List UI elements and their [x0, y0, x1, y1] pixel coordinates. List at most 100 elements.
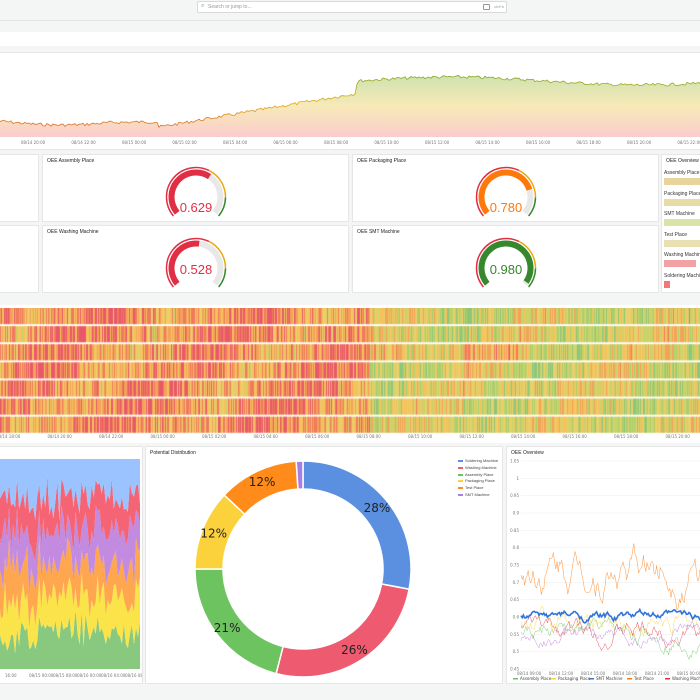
timeline-area	[0, 75, 700, 137]
legend-label: Soldering Machine	[465, 458, 499, 463]
gauge-washing	[165, 237, 227, 288]
line-legend-label: Test Place	[633, 676, 654, 681]
pie-title: Potential Distribution	[150, 450, 196, 456]
legend-swatch	[458, 487, 463, 490]
heatmap-tick-label: 08/15 12:00	[459, 434, 484, 439]
legend-swatch	[551, 678, 556, 680]
line-title: OEE Overview	[511, 450, 544, 456]
gauge-panel-assembly: OEE Assembly Place 0.629	[42, 154, 349, 222]
overview-title: OEE Overview	[666, 158, 699, 164]
timeline-tick-label: 08/15 22:00	[677, 140, 700, 145]
oee-line-panel: OEE Overview 1.05 1 0.95 0.9 0.85 0.8 0.75 0.7 0…	[506, 446, 700, 684]
pie-legend-item[interactable]: Assembly Place	[458, 472, 493, 477]
legend-swatch	[458, 466, 463, 469]
y-tick-label: 1.05	[510, 459, 519, 464]
gauge-threshold-green	[528, 268, 537, 288]
y-tick-label: 0.5	[513, 649, 520, 654]
gauge-threshold-yellow	[518, 240, 537, 269]
overview-item-bar	[664, 280, 670, 288]
donut-chart: 28% 26% 21% 12% 12%	[194, 460, 412, 678]
heatmap-tick-label: 08/14 22:00	[99, 434, 124, 439]
overview-item-label: Assembly Place	[664, 170, 700, 176]
timeline-tick-label: 08/15 20:00	[627, 140, 652, 145]
gauge-threshold-yellow	[208, 169, 227, 198]
heatmap-panel: 08/14 18:00 08/14 20:00 08/14 22:00 08/15 0…	[0, 305, 700, 443]
donut-slice	[275, 583, 410, 678]
timeline-tick-label: 08/14 20:00	[21, 140, 46, 145]
oee-series-line	[520, 605, 700, 638]
stacked-tick-label: 08/16 08:00	[125, 673, 142, 678]
timeline-tick-label: 08/15 06:00	[273, 140, 298, 145]
pie-legend-item[interactable]: Washing Machine	[458, 465, 497, 470]
y-tick-label: 0.8	[513, 545, 520, 550]
legend-label: Packaging Place	[465, 478, 495, 484]
x-tick-label: 08/14 15:00	[581, 671, 606, 676]
legend-label: Assembly Place	[465, 471, 494, 477]
legend-swatch	[627, 678, 632, 680]
search-icon: ⌕	[201, 3, 205, 9]
heatmap-tick-label: 08/15 16:00	[562, 434, 587, 439]
overview-item-label: Packaging Place	[664, 190, 700, 197]
overview-item-bar	[664, 178, 700, 185]
y-tick-label: 0.85	[510, 528, 519, 533]
gauge-value: 0.780	[489, 200, 523, 215]
legend-swatch	[458, 480, 463, 483]
stacked-layer	[0, 505, 140, 596]
legend-swatch	[458, 459, 463, 462]
stacked-layer	[0, 609, 140, 669]
legend-swatch	[665, 678, 670, 680]
gauge-threshold-red	[475, 237, 520, 288]
stacked-layer	[0, 572, 140, 654]
legend-label: Test Place	[465, 485, 484, 491]
y-tick-label: 0.7	[513, 580, 520, 585]
row-divider	[0, 32, 700, 46]
pie-legend-item[interactable]: Packaging Place	[458, 478, 495, 483]
y-tick-label: 0.45	[510, 667, 519, 672]
legend-swatch	[589, 678, 594, 680]
oee-series-line	[520, 607, 700, 624]
oee-series-line	[520, 614, 700, 651]
donut-slice-label: 12%	[200, 527, 227, 541]
legend-label: SMT Machine	[465, 492, 490, 497]
shortcut-hint: ctrl+k	[494, 4, 504, 9]
heatmap-canvas	[0, 308, 700, 436]
keyboard-icon	[483, 4, 490, 10]
oee-series-line	[520, 620, 700, 650]
pie-legend-item[interactable]: Test Place	[458, 485, 483, 490]
heatmap-tick-label: 08/15 06:00	[305, 434, 330, 439]
gauge-panel-washing: OEE Washing Machine 0.528	[42, 225, 349, 293]
gauge-value: 0.980	[489, 262, 523, 277]
gauge-value: 0.629	[179, 200, 213, 215]
stacked-layer	[0, 476, 140, 561]
heatmap-tick-label: 08/14 18:00	[0, 434, 21, 439]
line-legend-label: Washing Machine	[672, 676, 700, 681]
gauge-value-arc	[478, 240, 534, 286]
heatmap-tick-label: 08/15 08:00	[356, 434, 381, 439]
gauge-threshold-green	[218, 268, 227, 288]
gauge-title: OEE Packaging Place	[357, 158, 407, 164]
overview-item-label: Soldering Machine	[664, 272, 700, 279]
gauge-title: OEE Assembly Place	[47, 158, 95, 164]
overview-item-bar	[664, 239, 700, 247]
gauge-threshold-yellow	[208, 240, 227, 269]
gauge-title: OEE Washing Machine	[47, 229, 99, 235]
pie-legend-item[interactable]: SMT Machine	[458, 492, 490, 497]
x-tick-label: 08/15 00:00	[677, 671, 700, 676]
search-bar[interactable]: ⌕ Search or jump to... ctrl+k	[197, 1, 507, 13]
timeline-line	[0, 75, 700, 128]
stat-panel-left-2	[0, 225, 39, 293]
x-tick-label: 08/14 18:00	[613, 671, 638, 676]
stacked-tick-label: 08/16 04:00	[101, 673, 126, 678]
line-legend-label: Packaging Place	[558, 676, 591, 681]
legend-label: Washing Machine	[465, 464, 497, 470]
gauge-smt	[475, 237, 537, 288]
pie-legend-item[interactable]: Soldering Machine	[458, 458, 498, 463]
oee-series-line	[520, 617, 700, 661]
timeline-tick-label: 08/15 08:00	[324, 140, 349, 145]
donut-slice-label: 28%	[364, 501, 391, 515]
donut-slice-label: 26%	[341, 643, 368, 657]
heatmap-tick-label: 08/15 10:00	[408, 434, 433, 439]
heatmap-tick-label: 08/15 00:00	[150, 434, 175, 439]
line-legend-label: Assembly Place	[520, 676, 552, 681]
gauge-title: OEE SMT Machine	[357, 229, 400, 235]
